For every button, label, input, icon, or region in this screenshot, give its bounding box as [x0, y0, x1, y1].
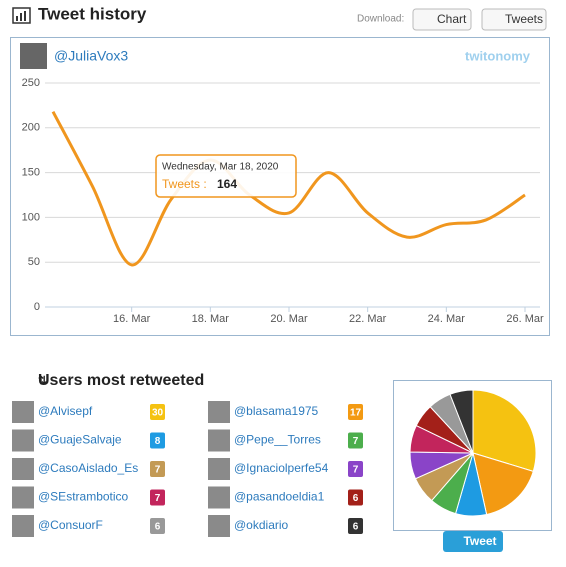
y-tick-label: 150 — [22, 167, 40, 179]
count-badge — [348, 404, 363, 420]
count-badge — [150, 461, 165, 477]
count-badge — [348, 518, 363, 534]
user-name[interactable]: @ConsuorF — [38, 518, 103, 532]
count-label: 30 — [152, 408, 164, 419]
x-tick-label: 22. Mar — [349, 313, 387, 325]
user-avatar — [208, 515, 230, 537]
count-badge — [150, 489, 165, 506]
count-badge — [348, 489, 363, 506]
line-chart: 0 50 100 150 200 250 16. Mar 18. Mar 20. Mar 22. … — [22, 77, 544, 325]
count-badge — [348, 432, 363, 449]
user-name[interactable]: @blasama1975 — [234, 404, 319, 418]
tweet-button[interactable] — [443, 531, 503, 552]
y-tick-label: 250 — [22, 77, 40, 89]
count-badge — [150, 404, 165, 420]
header-title: Tweet history — [38, 4, 147, 23]
tooltip-box — [155, 154, 297, 198]
x-tick-label: 26. Mar — [506, 313, 544, 325]
user-name[interactable]: @okdiario — [234, 518, 289, 532]
x-tick-label: 24. Mar — [428, 313, 466, 325]
user-avatar — [208, 486, 230, 509]
user-avatar — [12, 515, 34, 537]
count-label: 7 — [155, 465, 161, 476]
count-label: 7 — [353, 436, 359, 447]
user-name[interactable]: @Alvisepf — [38, 404, 93, 418]
user-avatar — [12, 458, 34, 480]
count-badge — [348, 461, 363, 477]
count-badge — [150, 432, 165, 449]
user-list: @Alvisepf 30 @GuajeSalvaje 8 @CasoAislado_Es… — [12, 401, 363, 537]
user-name[interactable]: @GuajeSalvaje — [38, 433, 122, 447]
count-badge — [150, 518, 165, 534]
line — [51, 110, 526, 267]
pie-slice — [449, 389, 474, 454]
user-name[interactable]: @Ignaciolperfe54 — [234, 461, 329, 475]
count-label: 6 — [353, 493, 359, 504]
pie-chart — [409, 389, 537, 517]
user-avatar — [12, 401, 34, 423]
user-avatar — [208, 458, 230, 480]
user-name[interactable]: @pasandoeldia1 — [234, 490, 325, 504]
user-name[interactable]: @Pepe__Torres — [234, 433, 321, 447]
y-tick-label: 100 — [22, 211, 40, 223]
tweets-button-label: Tweets — [505, 12, 543, 26]
user-name[interactable]: @CasoAislado_Es — [38, 461, 138, 475]
count-label: 7 — [353, 465, 359, 476]
retweet-icon: ⇅ — [38, 375, 47, 387]
y-tick-label: 0 — [34, 301, 40, 313]
user-avatar — [20, 43, 47, 69]
y-tick-label: 200 — [22, 122, 40, 134]
chart-button[interactable] — [412, 8, 472, 31]
user-avatar — [12, 429, 34, 452]
x-tick-label: 18. Mar — [192, 313, 230, 325]
tooltip-label: Tweets : — [162, 177, 207, 191]
user-avatar — [12, 486, 34, 509]
tooltip-date: Wednesday, Mar 18, 2020 — [162, 162, 279, 173]
header-icon — [12, 7, 31, 24]
count-label: 6 — [155, 522, 161, 533]
tweets-button[interactable] — [481, 8, 547, 31]
chart-button-label: Chart — [437, 12, 467, 26]
count-label: 8 — [155, 436, 161, 447]
count-label: 7 — [155, 493, 161, 504]
x-tick-label: 16. Mar — [113, 313, 151, 325]
logo: twitonomy — [465, 48, 531, 63]
chart-user[interactable]: @JuliaVox3 — [54, 48, 128, 64]
count-label: 6 — [353, 522, 359, 533]
tooltip: Wednesday, Mar 18, 2020 Tweets : 164 — [155, 154, 297, 198]
user-avatar — [208, 401, 230, 423]
tooltip-value: 164 — [217, 177, 237, 191]
user-avatar — [208, 429, 230, 452]
x-tick-label: 20. Mar — [270, 313, 308, 325]
user-name[interactable]: @SEstrambotico — [38, 490, 129, 504]
tweet-button-label: Tweet — [463, 534, 496, 548]
section-title: Users most retweeted — [38, 372, 204, 389]
download-label: Download: — [357, 14, 404, 25]
y-tick-label: 50 — [28, 256, 40, 268]
pie-slice — [472, 452, 534, 516]
count-label: 17 — [350, 408, 362, 419]
pie-slice — [472, 389, 537, 472]
